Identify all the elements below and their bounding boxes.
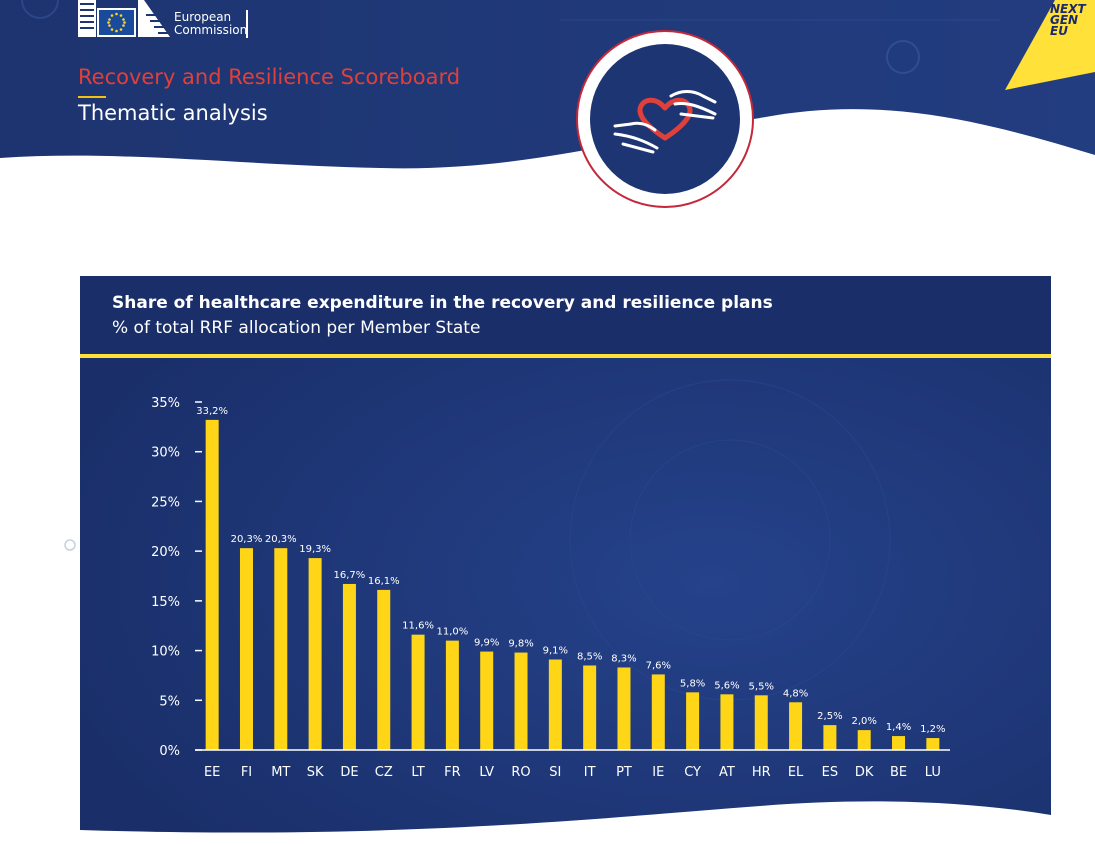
value-label-at: 5,6% <box>714 680 739 691</box>
ngeu-line-2: GEN <box>1050 13 1079 27</box>
y-tick-label: 5% <box>159 694 180 709</box>
logo-line-2: Commission <box>174 23 248 37</box>
category-label-de: DE <box>340 765 358 780</box>
category-label-be: BE <box>890 765 907 780</box>
page-title: Recovery and Resilience Scoreboard <box>78 65 461 89</box>
bar-el <box>789 702 803 750</box>
category-label-at: AT <box>719 765 735 780</box>
category-label-fr: FR <box>444 765 461 780</box>
bar-at <box>720 694 734 750</box>
title-divider <box>80 354 1051 358</box>
value-label-lv: 9,9% <box>474 638 499 649</box>
category-label-lt: LT <box>411 765 424 780</box>
value-label-ie: 7,6% <box>646 660 671 671</box>
value-label-ro: 9,8% <box>508 639 533 650</box>
chart-subtitle: % of total RRF allocation per Member Sta… <box>112 318 481 338</box>
category-label-cz: CZ <box>375 765 393 780</box>
category-label-sk: SK <box>307 765 324 780</box>
bar-pt <box>617 667 631 750</box>
value-label-fr: 11,0% <box>436 627 468 638</box>
category-label-si: SI <box>549 765 561 780</box>
bar-hr <box>754 695 768 750</box>
bar-ro <box>514 652 528 750</box>
category-label-cy: CY <box>684 765 701 780</box>
bars: 33,2% EE 20,3% FI 20,3% MT 19,3% SK 16,7% DE 16,1%… <box>196 406 945 780</box>
value-label-be: 1,4% <box>886 722 911 733</box>
bar-it <box>583 665 597 750</box>
hands-heart-icon <box>576 30 754 208</box>
value-label-sk: 19,3% <box>299 544 331 555</box>
value-label-mt: 20,3% <box>265 534 297 545</box>
value-label-fi: 20,3% <box>231 534 263 545</box>
logo-divider <box>246 10 248 38</box>
bar-dk <box>857 730 871 750</box>
value-label-dk: 2,0% <box>852 716 877 727</box>
value-label-cy: 5,8% <box>680 678 705 689</box>
title-underline <box>78 96 106 98</box>
y-tick-label: 35% <box>151 396 180 411</box>
bar-lt <box>411 634 425 750</box>
logo-wordmark: European Commission <box>174 11 247 37</box>
category-label-el: EL <box>788 765 804 780</box>
value-label-pt: 8,3% <box>611 653 636 664</box>
category-label-fi: FI <box>241 765 252 780</box>
ngeu-line-3: EU <box>1050 24 1068 38</box>
european-commission-logo <box>78 0 170 37</box>
chart-panel <box>80 276 1051 833</box>
category-label-hr: HR <box>752 765 771 780</box>
category-label-lv: LV <box>479 765 494 780</box>
bar-lv <box>480 651 494 750</box>
category-label-mt: MT <box>271 765 290 780</box>
value-label-el: 4,8% <box>783 688 808 699</box>
category-label-ie: IE <box>652 765 664 780</box>
y-tick-label: 25% <box>151 495 180 510</box>
bar-cz <box>377 589 391 750</box>
y-tick-label: 20% <box>151 545 180 560</box>
bar-ie <box>651 674 665 750</box>
nextgeneu-badge <box>1005 0 1095 90</box>
bar-fr <box>445 640 459 750</box>
chart-title: Share of healthcare expenditure in the r… <box>112 293 773 313</box>
y-tick-label: 0% <box>159 744 180 759</box>
category-label-dk: DK <box>855 765 874 780</box>
value-label-lu: 1,2% <box>920 724 945 735</box>
logo-line-1: European <box>174 10 232 24</box>
bar-es <box>823 725 837 750</box>
header-band <box>0 0 1095 169</box>
value-label-si: 9,1% <box>543 646 568 657</box>
y-axis: 0% 5% 10% 15% 20% 25% 30% 35% <box>151 396 202 759</box>
value-label-es: 2,5% <box>817 711 842 722</box>
bar-de <box>342 583 356 750</box>
bar-lu <box>926 738 940 750</box>
ngeu-line-1: NEXT <box>1050 2 1086 16</box>
value-label-it: 8,5% <box>577 651 602 662</box>
category-label-ee: EE <box>204 765 220 780</box>
value-label-de: 16,7% <box>334 570 366 581</box>
nextgeneu-wordmark: NEXT GEN EU <box>1050 2 1095 38</box>
category-label-ro: RO <box>511 765 530 780</box>
bar-ee <box>205 419 219 750</box>
value-label-cz: 16,1% <box>368 576 400 587</box>
category-label-es: ES <box>822 765 838 780</box>
y-tick-label: 15% <box>151 595 180 610</box>
bar-sk <box>308 558 322 750</box>
category-label-pt: PT <box>616 765 632 780</box>
bar-fi <box>239 548 253 750</box>
bar-cy <box>686 692 700 750</box>
bar-mt <box>274 548 288 750</box>
category-label-it: IT <box>584 765 596 780</box>
y-tick-label: 10% <box>151 645 180 660</box>
category-label-lu: LU <box>925 765 941 780</box>
y-tick-label: 30% <box>151 446 180 461</box>
page-subtitle: Thematic analysis <box>78 101 268 125</box>
value-label-lt: 11,6% <box>402 621 434 632</box>
bar-be <box>892 736 906 750</box>
value-label-hr: 5,5% <box>749 681 774 692</box>
value-label-ee: 33,2% <box>196 406 228 417</box>
bar-si <box>548 659 562 750</box>
